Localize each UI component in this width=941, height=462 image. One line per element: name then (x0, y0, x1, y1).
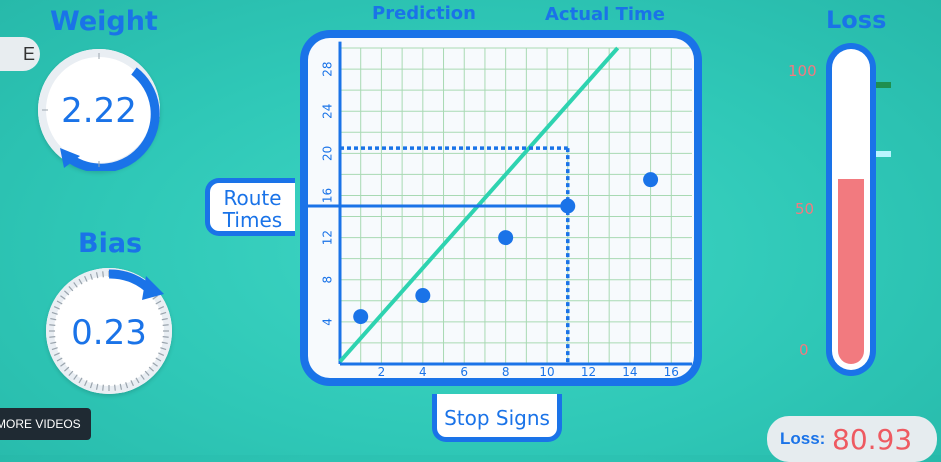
y-tick-label: 28 (321, 61, 335, 76)
bias-value: 0.23 (71, 313, 147, 353)
x-tick-label: 12 (581, 365, 596, 378)
loss-tick-100: 100 (788, 62, 817, 80)
loss-tick-50: 50 (795, 200, 815, 218)
y-tag-line1: Route (223, 186, 282, 210)
y-tag-line2: Times (222, 208, 283, 232)
loss-readout-value: 80.93 (832, 423, 913, 456)
chart-card: 2 4 6 8 10 12 14 16 4 8 12 16 20 24 28 (300, 30, 702, 386)
loss-readout: Loss: 80.93 (767, 416, 937, 462)
x-tick-label: 4 (419, 365, 427, 378)
loss-tick-0: 0 (799, 341, 809, 359)
chart-panel: 2 4 6 8 10 12 14 16 4 8 12 16 20 24 28 (308, 38, 694, 378)
loss-thermometer (826, 43, 876, 376)
data-point (643, 172, 659, 188)
more-videos-button[interactable]: MORE VIDEOS (0, 408, 91, 440)
y-axis-tag: Route Times (205, 178, 295, 236)
prediction-header: Prediction (372, 3, 476, 24)
weight-value: 2.22 (61, 91, 137, 131)
y-tick-label: 24 (321, 104, 335, 119)
data-point (498, 230, 514, 246)
weight-dial-arc (42, 53, 160, 171)
pill-button[interactable]: E (0, 37, 40, 71)
y-tick-label: 12 (321, 230, 335, 245)
weight-dial[interactable]: 2.22 (38, 49, 160, 171)
x-tick-label: 10 (539, 365, 554, 378)
y-tick-label: 16 (321, 188, 335, 203)
loss-title: Loss (826, 6, 887, 34)
bias-dial[interactable]: 0.23 (46, 268, 172, 394)
bias-title: Bias (78, 228, 143, 259)
x-tick-label: 14 (622, 365, 637, 378)
x-tick-label: 8 (502, 365, 510, 378)
x-tick-label: 6 (460, 365, 468, 378)
y-tick-label: 8 (321, 276, 335, 284)
data-point (415, 288, 431, 304)
loss-marker-current (876, 151, 891, 157)
x-tick-label: 16 (664, 365, 679, 378)
data-point (560, 198, 576, 214)
loss-readout-label: Loss: (780, 429, 826, 448)
y-tick-label: 20 (321, 146, 335, 161)
x-tick-label: 2 (378, 365, 386, 378)
y-tick-label: 4 (321, 318, 335, 326)
pill-glyph: E (22, 44, 35, 64)
loss-level-fill (838, 179, 864, 364)
x-axis-tag: Stop Signs (432, 394, 562, 442)
data-point (353, 309, 369, 325)
weight-title: Weight (50, 6, 158, 37)
bias-dial-arc (49, 269, 169, 391)
loss-marker-top (876, 82, 891, 88)
actual-time-header: Actual Time (545, 4, 666, 25)
